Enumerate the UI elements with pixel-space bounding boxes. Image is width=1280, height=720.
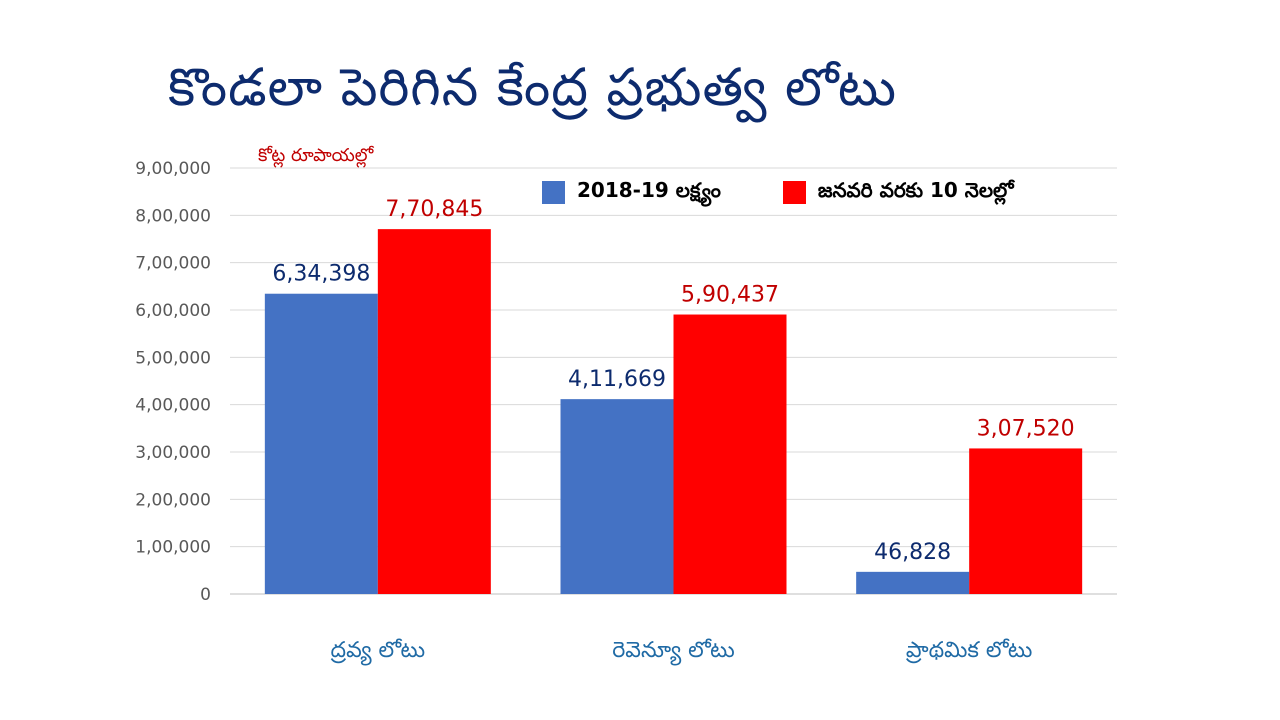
legend-label-actual: జనవరి వరకు 10 నెలల్లో [817,178,1014,202]
legend-swatch-target [542,181,565,204]
y-tick-label: 2,00,000 [135,490,211,510]
bar [264,293,378,594]
y-tick-label: 6,00,000 [135,301,211,321]
x-category-label: ప్రాథమిక లోటు [906,638,1033,664]
y-tick-label: 8,00,000 [135,206,211,226]
data-label: 3,07,520 [977,416,1075,441]
y-tick-label: 4,00,000 [135,396,211,416]
data-label: 6,34,398 [272,262,370,287]
data-label: 4,11,669 [568,367,666,392]
legend-item-target: 2018-19 లక్ష్యం [542,178,721,207]
data-label: 7,70,845 [385,197,483,222]
data-label: 46,828 [874,540,951,565]
y-tick-label: 7,00,000 [135,254,211,274]
y-tick-label: 5,00,000 [135,348,211,368]
bar [856,571,970,594]
bar [969,448,1083,594]
unit-note: కోట్ల రూపాయల్లో [258,145,374,166]
slide-title: కొండలా పెరిగిన కేంద్ర ప్రభుత్వ లోటు [168,58,898,118]
bar [560,399,674,594]
y-tick-label: 3,00,000 [135,443,211,463]
bar [673,314,787,594]
x-category-label: రెవెన్యూ లోటు [612,638,734,666]
y-tick-label: 1,00,000 [135,538,211,558]
legend-label-target: 2018-19 లక్ష్యం [577,178,721,202]
legend-swatch-actual [782,181,806,204]
legend-item-actual: జనవరి వరకు 10 నెలల్లో [782,178,1014,207]
chart-legend: 2018-19 లక్ష్యం జనవరి వరకు 10 నెలల్లో [542,178,1076,207]
y-tick-label: 9,00,000 [135,159,211,179]
data-label: 5,90,437 [681,283,779,308]
x-category-label: ద్రవ్య లోటు [330,638,425,666]
bar [377,229,491,594]
y-tick-label: 0 [200,585,211,605]
